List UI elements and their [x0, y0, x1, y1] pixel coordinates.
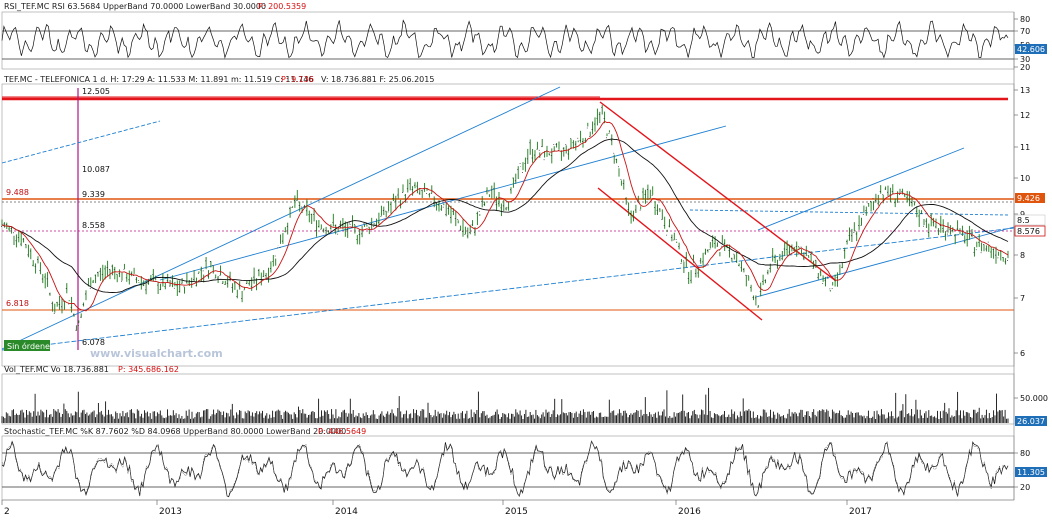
rsi-axis-tick-label: 30: [1020, 55, 1030, 64]
price-ohlc-series: [1, 104, 1009, 331]
x-axis-tick-label: 2016: [678, 507, 701, 517]
volume-header-red: P: 345.686.162: [118, 365, 179, 374]
annotation-b: 9.339: [82, 190, 105, 199]
annotation-a: 10.087: [82, 165, 110, 174]
stochastic-header-red: P: 446.5649: [318, 427, 366, 436]
stochastic-header: Stochastic_TEF.MC %K 87.7602 %D 84.0968 …: [4, 427, 346, 436]
rsi-axis-tick-label: 20: [1020, 63, 1030, 72]
price-axis-tick-label: 7: [1020, 294, 1025, 303]
blue-channels: [1, 86, 1015, 351]
channel-line-2: [1, 86, 561, 350]
price-axis-tick-label: 10: [1020, 174, 1030, 183]
price-badge-1: [1015, 193, 1045, 203]
price-badge-2-text: 8.5: [1017, 216, 1030, 225]
rsi-header-red: P: 200.5359: [258, 2, 306, 11]
annotation-d: 8.558: [82, 221, 105, 230]
stoch-value-badge-text: 11.305: [1017, 468, 1045, 477]
annotation-c: 9.488: [6, 188, 29, 197]
channel-line-3: [1, 227, 1015, 351]
stochastic-axis-ticks: 80 20: [1014, 449, 1030, 492]
channel-line-4: [159, 125, 727, 281]
volume-value-badge-text: 26.037: [1017, 417, 1045, 426]
volume-header: Vol_TEF.MC Vo 18.736.881: [4, 365, 109, 374]
moving-average-red: [1, 120, 1009, 312]
price-axis-tick-label: 13: [1020, 86, 1030, 95]
x-axis-tick-label: 2015: [505, 507, 528, 517]
volume-axis-tick-label: 50.000: [1020, 394, 1048, 403]
price-badge-1-text: 9.426: [1017, 194, 1040, 203]
x-axis-ticks: 2 2013 2014 2015 2016 2017: [1, 500, 872, 517]
price-badge-3-text: 8.576: [1017, 227, 1040, 236]
rsi-value-badge-text: 42.606: [1017, 45, 1045, 54]
volume-axis-ticks: 50.000: [1014, 394, 1048, 403]
rsi-axis-tick-label: 70: [1020, 27, 1030, 36]
volume-value-badge: [1015, 416, 1047, 426]
stochastic-panel-frame: [1, 435, 1015, 501]
price-axis-tick-label: 11: [1020, 143, 1030, 152]
price-header: TEF.MC - TELEFONICA 1 d. H: 17:29 A: 11.…: [3, 75, 313, 84]
price-badge-2: [1014, 214, 1046, 226]
rsi-header: RSI_TEF.MC RSI 63.5684 UpperBand 70.0000…: [4, 2, 266, 11]
price-header-red: P: 9.136: [281, 75, 314, 84]
price-axis-tick-label: 12: [1020, 111, 1030, 120]
rsi-series: [1, 19, 1009, 59]
price-badge-3: [1014, 225, 1046, 237]
x-axis-tick-label: 2014: [335, 507, 358, 517]
x-axis-tick-label: 2017: [849, 507, 872, 517]
price-axis-tick-label: 8: [1020, 251, 1025, 260]
rsi-panel-frame: [1, 11, 1015, 70]
stoch-d-line: [1, 440, 1009, 498]
price-header-tail: V: 18.736.881 F: 25.06.2015: [321, 75, 434, 84]
channel-line-7: [757, 147, 965, 231]
rsi-value-badge: [1015, 44, 1047, 54]
price-axis-ticks: 13 12 11 10 9 8 7 6: [1014, 86, 1030, 358]
channel-line-1: [1, 120, 161, 164]
stoch-value-badge: [1015, 467, 1047, 477]
volume-bars: [1, 387, 1009, 423]
stoch-axis-tick-label: 80: [1020, 449, 1030, 458]
rsi-axis-tick-label: 80: [1020, 15, 1030, 24]
stochastic-series: [1, 440, 1009, 498]
x-axis-tick-label: 2013: [159, 507, 182, 517]
price-axis-tick-label: 9: [1020, 210, 1025, 219]
orders-badge-label: Sin órdenes: [7, 341, 54, 351]
rsi-line: [1, 19, 1009, 59]
orders-badge[interactable]: [4, 340, 50, 351]
annotation-f: 6.078: [82, 338, 105, 347]
annotation-top: 12.505: [82, 87, 110, 96]
x-axis-tick-label: 2: [4, 507, 10, 517]
channel-line-6: [755, 226, 1015, 298]
downtrend-lower: [597, 187, 763, 321]
stoch-axis-tick-label: 20: [1020, 483, 1030, 492]
rsi-axis-ticks: 8070503020: [1014, 15, 1030, 72]
watermark: www.visualchart.com: [90, 347, 223, 360]
price-panel-frame: [1, 83, 1015, 367]
moving-average-black: [1, 138, 1009, 294]
annotation-e: 6.818: [6, 299, 29, 308]
price-axis-tick-label: 6: [1020, 349, 1025, 358]
channel-line-5: [689, 209, 1009, 216]
